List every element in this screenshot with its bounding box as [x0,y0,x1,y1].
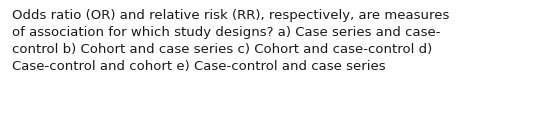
Text: Odds ratio (OR) and relative risk (RR), respectively, are measures
of associatio: Odds ratio (OR) and relative risk (RR), … [12,9,450,73]
